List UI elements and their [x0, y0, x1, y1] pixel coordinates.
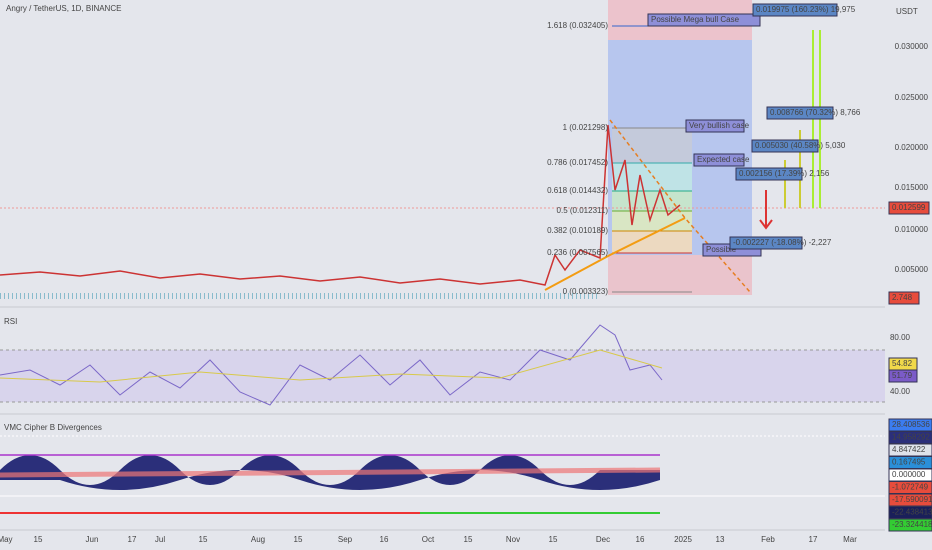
time-tick: 15 [34, 535, 43, 544]
measure-box [735, 167, 803, 181]
cipher-tag: -17.590091 [892, 495, 932, 504]
price-line [0, 124, 681, 286]
price-tag-box [888, 291, 920, 305]
price-tick: 0.020000 [895, 143, 929, 152]
annotation: Possible Mega bull Case [651, 15, 740, 24]
currency: USDT [896, 7, 918, 16]
rsi-label: RSI [4, 317, 17, 326]
measure: 0.005030 (40.58%) 5,030 [755, 141, 846, 150]
fib-label: 0.618 (0.014432) [547, 186, 608, 195]
measure: 0.019975 (160.23%) 19,975 [756, 5, 856, 14]
fib-label: 0.382 (0.010189) [547, 226, 608, 235]
trendline [544, 217, 686, 291]
time-tick: Jun [86, 535, 99, 544]
time-tick: May [0, 535, 13, 544]
time-tick: 15 [549, 535, 558, 544]
fib-label: 0.786 (0.017452) [547, 158, 608, 167]
annotation-box [647, 13, 761, 27]
time-tick: 17 [809, 535, 818, 544]
time-tick: Sep [338, 535, 353, 544]
fib-label: 1.618 (0.032405) [547, 21, 608, 30]
price-tick: 0.015000 [895, 183, 929, 192]
symbol: Angry / TetherUS, 1D, BINANCE [6, 4, 121, 13]
time-tick: 17 [128, 535, 137, 544]
annotation-box [693, 153, 745, 167]
time-tick: 15 [464, 535, 473, 544]
wave [0, 455, 660, 490]
annotation-box [685, 119, 745, 133]
price-tick: 0.030000 [895, 42, 929, 51]
zone-red [608, 255, 752, 295]
annotation: Expected case [697, 155, 750, 164]
cipher-tag: -23.324418 [892, 520, 932, 529]
time-tick: 13 [716, 535, 725, 544]
price-tag-box [888, 201, 930, 215]
measure-box [752, 3, 838, 17]
measure: 0.008766 (70.32%) 8,766 [770, 108, 861, 117]
cipher-tag: -1.072749 [892, 483, 929, 492]
price-tag: 0.012599 [892, 203, 926, 212]
fib-lines [612, 25, 692, 293]
time-tick: Dec [596, 535, 610, 544]
rsi-line [0, 324, 663, 406]
measure-box [729, 236, 803, 250]
fib-label: 0 (0.003323) [563, 287, 609, 296]
fib-band [612, 163, 692, 191]
fib-label: 1 (0.021298) [563, 123, 609, 132]
cipher-tag: -22.438413 [892, 508, 932, 517]
time-tick: Mar [843, 535, 857, 544]
cipher-tag: 0.167495 [892, 458, 926, 467]
fib-band [612, 191, 692, 211]
fib-label: 0.5 (0.012311) [557, 206, 609, 215]
rsi-ma [0, 349, 663, 383]
annotation: Possible [706, 245, 737, 254]
rsi-tag-box [888, 369, 918, 383]
fib-band [612, 231, 692, 253]
time-tick: Aug [251, 535, 265, 544]
price-tick: 0.005000 [895, 265, 929, 274]
cipher-tag: 14.958292 [892, 433, 930, 442]
measure: 0.002156 (17.39%) 2,156 [739, 169, 830, 178]
fib-label: 0.236 (0.007565) [547, 248, 608, 257]
rsi-tick: 80.00 [890, 333, 911, 342]
time-tick: Jul [155, 535, 165, 544]
measure-box [766, 106, 834, 120]
annotation: Very bullish case [689, 121, 750, 130]
fib-band [612, 211, 692, 231]
rsi-tag: 51.79 [892, 371, 913, 380]
time-tick: 15 [294, 535, 303, 544]
time-tick: Feb [761, 535, 775, 544]
trendline [609, 119, 751, 293]
cipher-tag-box [888, 518, 932, 532]
rsi-tag: 54.82 [892, 359, 913, 368]
price-tag: 2.748 [892, 293, 913, 302]
measure-box [751, 139, 819, 153]
fib-band [612, 128, 692, 163]
time-tick: 2025 [674, 535, 692, 544]
cipher-label: VMC Cipher B Divergences [4, 423, 102, 432]
mf [0, 467, 661, 478]
time-tick: 16 [380, 535, 389, 544]
measure: -0.002227 (-18.08%) -2,227 [733, 238, 832, 247]
rsi-tick: 40.00 [890, 387, 911, 396]
time-tick: 16 [636, 535, 645, 544]
cipher-tag: 28.408536 [892, 420, 930, 429]
time-tick: Oct [422, 535, 435, 544]
time-tick: Nov [506, 535, 520, 544]
cipher-tag: 0.000000 [892, 470, 926, 479]
cipher-tag: 4.847422 [892, 445, 926, 454]
time-tick: 15 [199, 535, 208, 544]
price-tick: 0.010000 [895, 225, 929, 234]
price-tick: 0.025000 [895, 93, 929, 102]
